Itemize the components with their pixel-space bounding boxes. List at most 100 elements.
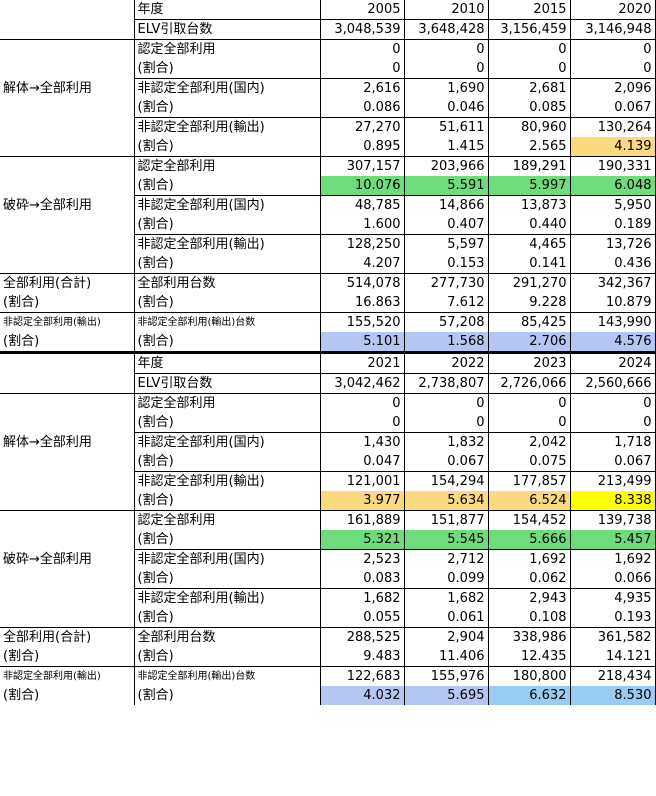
- table-row: (割合) (割合) 16.863 7.612 9.228 10.879: [0, 293, 656, 313]
- value-cell: 0.066: [570, 569, 656, 589]
- value-cell: 154,452: [488, 510, 571, 530]
- value-cell: 1,690: [404, 78, 489, 98]
- table-row: (割合) 0 0 0 0: [0, 413, 656, 433]
- value-cell: 2,560,666: [570, 373, 656, 394]
- value-cell: 291,270: [488, 273, 571, 293]
- year-cell: 2010: [404, 0, 489, 20]
- row-label: (割合): [134, 59, 321, 79]
- value-cell: 139,738: [570, 510, 656, 530]
- highlighted-value-cell: 6.048: [570, 176, 656, 196]
- value-cell: 0.055: [320, 608, 405, 628]
- value-cell: 13,873: [488, 195, 571, 215]
- value-cell: 0: [320, 59, 405, 79]
- table-row: 認定全部利用 0 0 0 0: [0, 393, 656, 413]
- highlighted-value-cell: 8.338: [570, 491, 656, 511]
- row-label: 非認定全部利用(輸出)台数: [134, 312, 321, 332]
- value-cell: 0: [570, 413, 656, 433]
- year-cell: 2024: [570, 351, 656, 374]
- value-cell: 0.075: [488, 452, 571, 472]
- value-cell: 1,682: [320, 588, 405, 608]
- value-cell: 1,718: [570, 432, 656, 452]
- highlighted-value-cell: 4.139: [570, 137, 656, 157]
- row-group-cell: [0, 351, 135, 374]
- table-row: 非認定全部利用(輸出) 非認定全部利用(輸出)台数 122,683 155,97…: [0, 666, 656, 686]
- value-cell: 7.612: [404, 293, 489, 313]
- value-cell: 1.415: [404, 137, 489, 157]
- value-cell: 14.121: [570, 647, 656, 667]
- row-group-cell: [0, 0, 135, 20]
- row-label: 非認定全部利用(国内): [134, 195, 321, 215]
- value-cell: 80,960: [488, 117, 571, 137]
- value-cell: 1.600: [320, 215, 405, 235]
- value-cell: 0: [320, 39, 405, 59]
- row-group-label: (割合): [0, 293, 135, 313]
- value-cell: 0.153: [404, 254, 489, 274]
- value-cell: 0.067: [570, 452, 656, 472]
- value-cell: 0.895: [320, 137, 405, 157]
- value-cell: 1,430: [320, 432, 405, 452]
- row-group-cell: [0, 39, 135, 59]
- value-cell: 5,950: [570, 195, 656, 215]
- value-cell: 0: [488, 393, 571, 413]
- highlighted-value-cell: 8.530: [570, 686, 656, 705]
- value-cell: 0.189: [570, 215, 656, 235]
- row-label: (割合): [134, 647, 321, 667]
- value-cell: 16.863: [320, 293, 405, 313]
- value-cell: 0: [404, 393, 489, 413]
- highlighted-value-cell: 5.695: [404, 686, 489, 705]
- table-row: 破砕→全部利用 非認定全部利用(国内) 48,785 14,866 13,873…: [0, 195, 656, 215]
- row-group-cell: [0, 98, 135, 118]
- row-label: 認定全部利用: [134, 156, 321, 176]
- row-label: (割合): [134, 137, 321, 157]
- table-row: (割合) 0.083 0.099 0.062 0.066: [0, 569, 656, 589]
- elv-statistics-table: 年度 2005 2010 2015 2020 ELV引取台数 3,048,539…: [0, 0, 656, 705]
- highlighted-value-cell: 4.576: [570, 332, 656, 353]
- row-label: 非認定全部利用(国内): [134, 78, 321, 98]
- row-group-cell: [0, 569, 135, 589]
- highlighted-value-cell: 6.524: [488, 491, 571, 511]
- row-group-label: 全部利用(合計): [0, 627, 135, 647]
- elv-row: ELV引取台数 3,042,462 2,738,807 2,726,066 2,…: [0, 373, 656, 394]
- value-cell: 218,434: [570, 666, 656, 686]
- value-cell: 189,291: [488, 156, 571, 176]
- row-group-label: (割合): [0, 686, 135, 705]
- value-cell: 0: [570, 59, 656, 79]
- highlighted-value-cell: 10.076: [320, 176, 405, 196]
- table-row: 全部利用(合計) 全部利用台数 288,525 2,904 338,986 36…: [0, 627, 656, 647]
- value-cell: 2,681: [488, 78, 571, 98]
- row-group-cell: [0, 393, 135, 413]
- table-row: 認定全部利用 161,889 151,877 154,452 139,738: [0, 510, 656, 530]
- value-cell: 0.061: [404, 608, 489, 628]
- value-cell: 0: [570, 393, 656, 413]
- value-cell: 3,042,462: [320, 373, 405, 394]
- value-cell: 180,800: [488, 666, 571, 686]
- row-label: (割合): [134, 176, 321, 196]
- row-group-cell: [0, 413, 135, 433]
- value-cell: 13,726: [570, 234, 656, 254]
- row-label: 認定全部利用: [134, 393, 321, 413]
- row-label: (割合): [134, 452, 321, 472]
- table-row: 解体→全部利用 非認定全部利用(国内) 2,616 1,690 2,681 2,…: [0, 78, 656, 98]
- year-cell: 2020: [570, 0, 656, 20]
- year-cell: 2015: [488, 0, 571, 20]
- value-cell: 0.440: [488, 215, 571, 235]
- table-row: 認定全部利用 307,157 203,966 189,291 190,331: [0, 156, 656, 176]
- highlighted-value-cell: 5.457: [570, 530, 656, 550]
- value-cell: 48,785: [320, 195, 405, 215]
- row-group-cell: [0, 471, 135, 491]
- row-group-label: 破砕→全部利用: [0, 549, 135, 569]
- row-label: 非認定全部利用(輸出)台数: [134, 666, 321, 686]
- table-row: (割合) 10.076 5.591 5.997 6.048: [0, 176, 656, 196]
- value-cell: 12.435: [488, 647, 571, 667]
- row-label: (割合): [134, 293, 321, 313]
- value-cell: 0: [488, 39, 571, 59]
- row-group-cell: [0, 19, 135, 40]
- row-label: (割合): [134, 569, 321, 589]
- table-row: 非認定全部利用(輸出) 128,250 5,597 4,465 13,726: [0, 234, 656, 254]
- value-cell: 0.062: [488, 569, 571, 589]
- row-group-label: 非認定全部利用(輸出): [0, 312, 135, 332]
- value-cell: 0: [570, 39, 656, 59]
- highlighted-value-cell: 2.706: [488, 332, 571, 353]
- highlighted-value-cell: 5.666: [488, 530, 571, 550]
- table-row: (割合) 0.055 0.061 0.108 0.193: [0, 608, 656, 628]
